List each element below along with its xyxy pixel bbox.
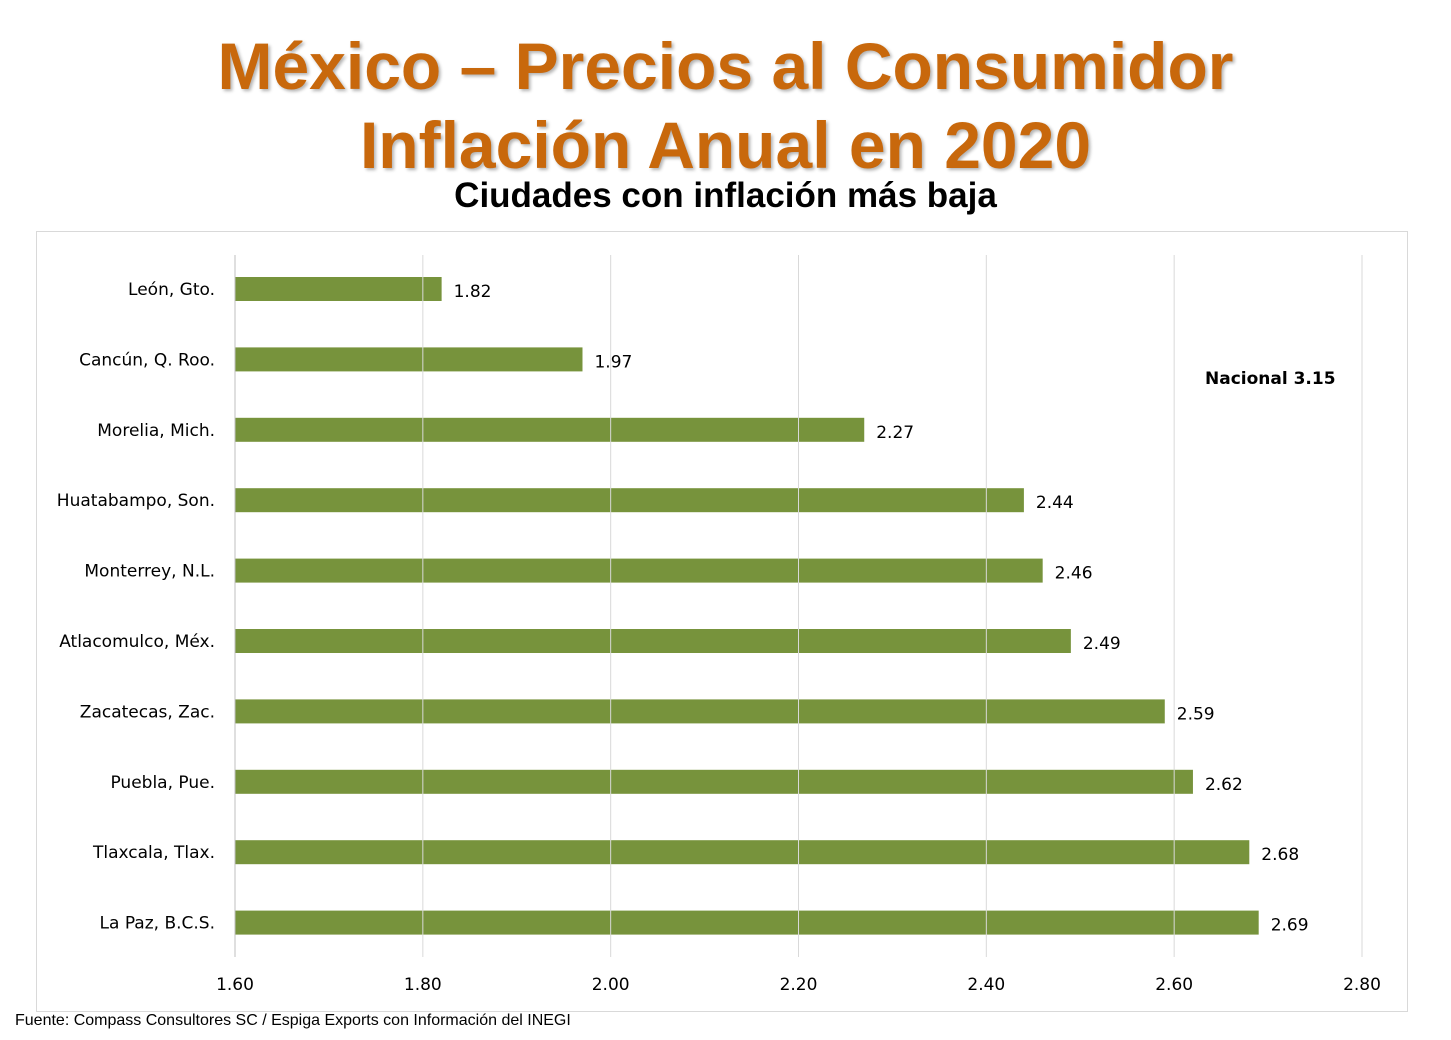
x-tick-label: 2.40 [967, 975, 1005, 995]
bar [235, 910, 1259, 935]
subtitle: Ciudades con inflación más baja [454, 176, 997, 215]
data-label: 2.68 [1261, 845, 1299, 865]
category-label: Monterrey, N.L. [84, 562, 215, 582]
x-tick-label: 2.80 [1343, 975, 1381, 995]
category-label: Morelia, Mich. [97, 421, 215, 441]
category-label: Cancún, Q. Roo. [79, 350, 215, 370]
x-tick-label: 1.80 [404, 975, 442, 995]
data-label: 2.59 [1177, 704, 1215, 724]
title-line2: Inflación Anual en 2020 [359, 108, 1092, 182]
category-label: Tlaxcala, Tlax. [92, 843, 215, 863]
source-note: Fuente: Compass Consultores SC / Espiga … [15, 1012, 571, 1029]
bar [235, 840, 1250, 865]
nacional-annotation: Nacional 3.15 [1205, 369, 1336, 389]
chart-area [36, 231, 1408, 1012]
category-label: Puebla, Pue. [110, 773, 215, 793]
x-tick-label: 2.20 [780, 975, 818, 995]
data-label: 2.27 [876, 423, 914, 443]
title-line1: México – Precios al Consumidor [217, 29, 1234, 103]
bar [235, 488, 1024, 513]
x-tick-label: 2.60 [1155, 975, 1193, 995]
bar [235, 699, 1165, 724]
category-label: Huatabampo, Son. [57, 491, 215, 511]
x-tick-label: 2.00 [592, 975, 630, 995]
category-label: León, Gto. [128, 280, 215, 300]
bar [235, 769, 1193, 794]
data-label: 1.97 [594, 352, 632, 372]
data-label: 2.44 [1036, 493, 1074, 513]
data-label: 2.62 [1205, 775, 1243, 795]
category-label: Zacatecas, Zac. [80, 702, 215, 722]
data-label: 1.82 [454, 282, 492, 302]
category-label: Atlacomulco, Méx. [59, 632, 215, 652]
bar [235, 417, 865, 442]
x-tick-label: 1.60 [216, 975, 254, 995]
bar [235, 629, 1071, 653]
bar [235, 347, 583, 372]
bar [235, 277, 442, 301]
data-label: 2.69 [1271, 916, 1309, 936]
bar [235, 558, 1043, 583]
data-label: 2.49 [1083, 634, 1121, 654]
category-label: La Paz, B.C.S. [100, 914, 215, 934]
data-label: 2.46 [1055, 564, 1093, 584]
